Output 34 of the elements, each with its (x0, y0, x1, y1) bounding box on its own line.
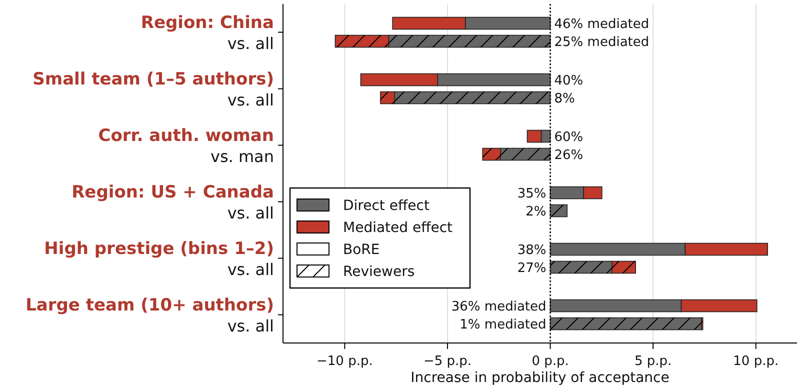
y-tick-label: vs. all (227, 90, 274, 110)
y-tick-label: vs. all (227, 203, 274, 222)
x-axis-title: Increase in probability of acceptance (410, 370, 670, 386)
annotation: 25% mediated (554, 34, 650, 50)
annotation: 36% mediated (451, 299, 546, 314)
annotation: 60% (554, 130, 584, 145)
x-tick-label: −10 p.p. (316, 354, 373, 369)
y-tick-label: Region: China (140, 13, 274, 34)
y-tick-label: Region: US + Canada (72, 182, 274, 203)
y-tick-label: Small team (1–5 authors) (32, 70, 274, 90)
annotation: 27% (517, 260, 546, 276)
y-tick-label: vs. all (227, 260, 274, 279)
y-tick-label: Corr. auth. woman (98, 126, 274, 146)
x-tick-label: 10 p.p. (733, 354, 779, 369)
annotation: Reviewers (343, 264, 415, 280)
x-tick-label: 5 p.p. (634, 354, 672, 369)
legend-label: Direct effect (343, 198, 430, 214)
annotation: 35% (517, 186, 546, 202)
y-tick-label: vs. all (227, 316, 274, 336)
annotation: 38% (517, 242, 546, 258)
annotation: 8% (554, 91, 575, 106)
x-tick-label: −5 p.p. (423, 354, 472, 369)
x-tick-label: 0 p.p. (532, 354, 569, 369)
annotation: 46% mediated (554, 16, 650, 32)
y-tick-label: Large team (10+ authors) (26, 296, 274, 316)
annotation: 1% mediated (460, 317, 546, 332)
legend-label: Mediated effect (343, 220, 454, 236)
y-tick-label: vs. man (210, 146, 274, 166)
y-tick-label: vs. all (227, 34, 274, 53)
annotation: BoRE (343, 242, 380, 258)
annotation: 40% (554, 73, 584, 88)
y-tick-label: High prestige (bins 1–2) (44, 239, 274, 260)
annotation: 26% (554, 148, 584, 163)
annotation: 2% (526, 204, 546, 220)
